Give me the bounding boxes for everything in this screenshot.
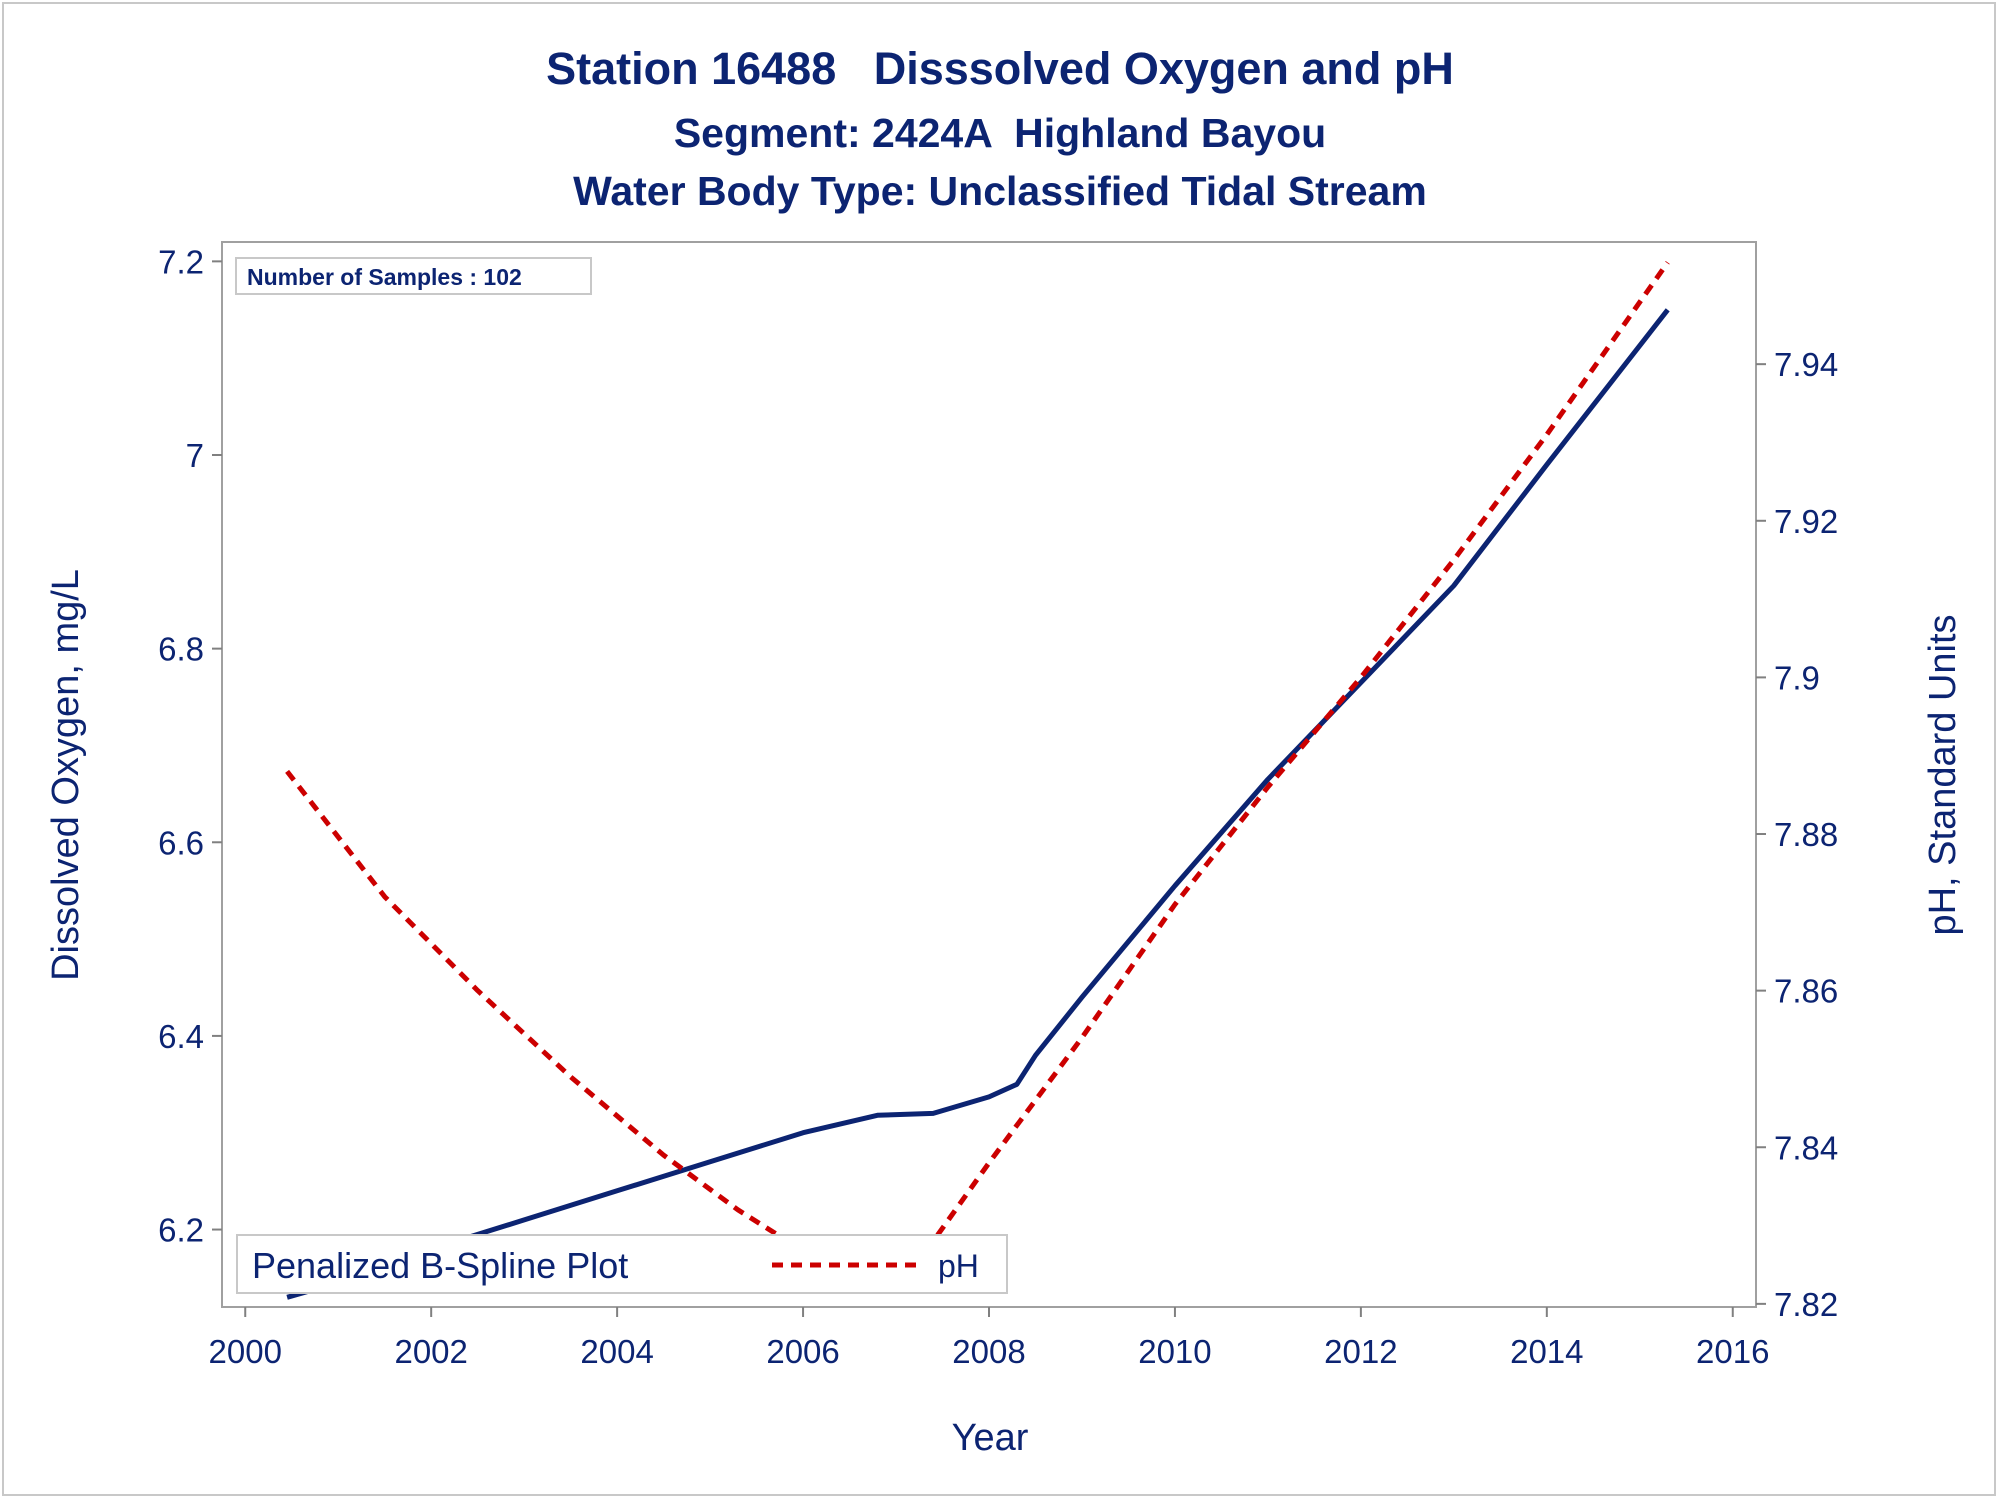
y2-tick-label: 7.88 bbox=[1774, 816, 1838, 853]
x-axis-title: Year bbox=[952, 1417, 1029, 1459]
x-tick-label: 2006 bbox=[766, 1333, 839, 1370]
legend-title: Penalized B-Spline Plot bbox=[252, 1245, 628, 1286]
y2-tick-label: 7.84 bbox=[1774, 1129, 1838, 1166]
y-tick-label: 6.4 bbox=[158, 1018, 204, 1055]
x-axis: 2000 2002 2004 2006 2008 2010 2012 2014 2016 bbox=[209, 1307, 1769, 1370]
y-axis-left: 6.2 6.4 6.6 6.8 7 7.2 bbox=[158, 243, 222, 1249]
y2-tick-label: 7.9 bbox=[1774, 659, 1820, 696]
legend-label-ph: pH bbox=[938, 1248, 979, 1284]
series-layer bbox=[285, 260, 1670, 1300]
dissolved-oxygen-series-line bbox=[286, 308, 1670, 1300]
y-axis-right: 7.82 7.84 7.86 7.88 7.9 7.92 7.94 bbox=[1756, 346, 1838, 1323]
plot-area bbox=[221, 241, 1757, 1308]
x-tick-label: 2010 bbox=[1138, 1333, 1211, 1370]
y-axis-title: Dissolved Oxygen, mg/L bbox=[45, 569, 87, 981]
ph-series-line bbox=[285, 260, 1670, 1272]
sample-count-box bbox=[235, 257, 592, 295]
legend-box bbox=[236, 1234, 1008, 1294]
y2-tick-label: 7.94 bbox=[1774, 346, 1838, 383]
chart-title: Station 16488 Disssolved Oxygen and pH bbox=[546, 43, 1454, 94]
y2-tick-label: 7.82 bbox=[1774, 1286, 1838, 1323]
y2-tick-label: 7.86 bbox=[1774, 973, 1838, 1010]
chart-subtitle: Segment: 2424A Highland Bayou bbox=[674, 110, 1326, 156]
y-tick-label: 6.6 bbox=[158, 824, 204, 861]
x-tick-label: 2008 bbox=[952, 1333, 1025, 1370]
y-tick-label: 7 bbox=[186, 437, 204, 474]
x-tick-label: 2012 bbox=[1324, 1333, 1397, 1370]
y-tick-label: 6.2 bbox=[158, 1212, 204, 1249]
y2-axis-title: pH, Standard Units bbox=[1922, 614, 1964, 935]
x-tick-label: 2002 bbox=[394, 1333, 467, 1370]
y-tick-label: 6.8 bbox=[158, 631, 204, 668]
x-tick-label: 2014 bbox=[1510, 1333, 1583, 1370]
x-tick-label: 2004 bbox=[580, 1333, 653, 1370]
y2-tick-label: 7.92 bbox=[1774, 503, 1838, 540]
sample-count-label: Number of Samples : 102 bbox=[247, 264, 522, 290]
x-tick-label: 2016 bbox=[1696, 1333, 1769, 1370]
y-tick-label: 7.2 bbox=[158, 243, 204, 280]
x-tick-label: 2000 bbox=[209, 1333, 282, 1370]
chart-subtitle-2: Water Body Type: Unclassified Tidal Stre… bbox=[573, 168, 1427, 214]
